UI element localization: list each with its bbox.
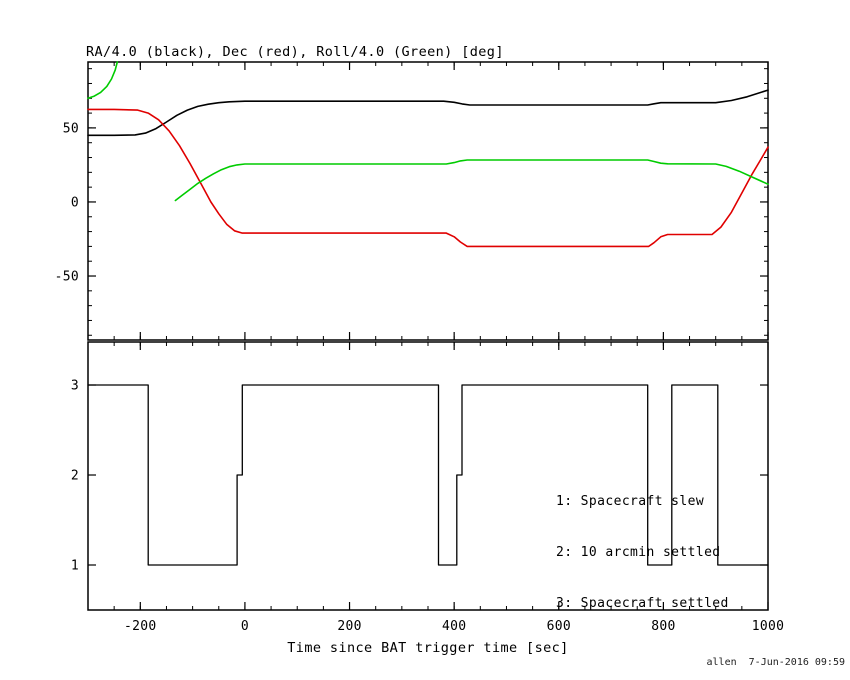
x-tick-label: -200	[124, 619, 157, 634]
state-legend-line-3: 3: Spacecraft settled	[556, 596, 729, 611]
series-roll-green	[174, 159, 769, 202]
y-tick-label: -50	[55, 270, 79, 285]
state-legend-line-1: 1: Spacecraft slew	[556, 494, 705, 509]
chart-title: RA/4.0 (black), Dec (red), Roll/4.0 (Gre…	[86, 44, 504, 60]
state-legend-line-2: 2: 10 arcmin settled	[556, 545, 721, 560]
x-tick-label: 1000	[752, 619, 785, 634]
x-axis-label: Time since BAT trigger time [sec]	[287, 640, 569, 656]
y-tick-label: 1	[71, 559, 79, 574]
y-tick-label: 50	[63, 121, 79, 136]
x-tick-label: 200	[337, 619, 361, 634]
x-tick-label: 400	[442, 619, 466, 634]
y-tick-label: 3	[71, 379, 79, 394]
series-roll-green-wrap	[87, 61, 119, 100]
x-tick-label: 0	[241, 619, 249, 634]
series-state-step	[87, 384, 769, 566]
y-tick-label: 0	[71, 195, 79, 210]
y-tick-label: 2	[71, 469, 79, 484]
series-ra-black	[87, 89, 769, 137]
plot-credit: allen 7-Jun-2016 09:59	[706, 657, 845, 668]
panel-frame-attitude	[87, 61, 769, 341]
x-tick-label: 600	[547, 619, 571, 634]
state-legend: 1: Spacecraft slew 2: 10 arcmin settled …	[556, 459, 729, 646]
series-dec-red	[87, 108, 769, 248]
x-tick-label: 800	[651, 619, 675, 634]
